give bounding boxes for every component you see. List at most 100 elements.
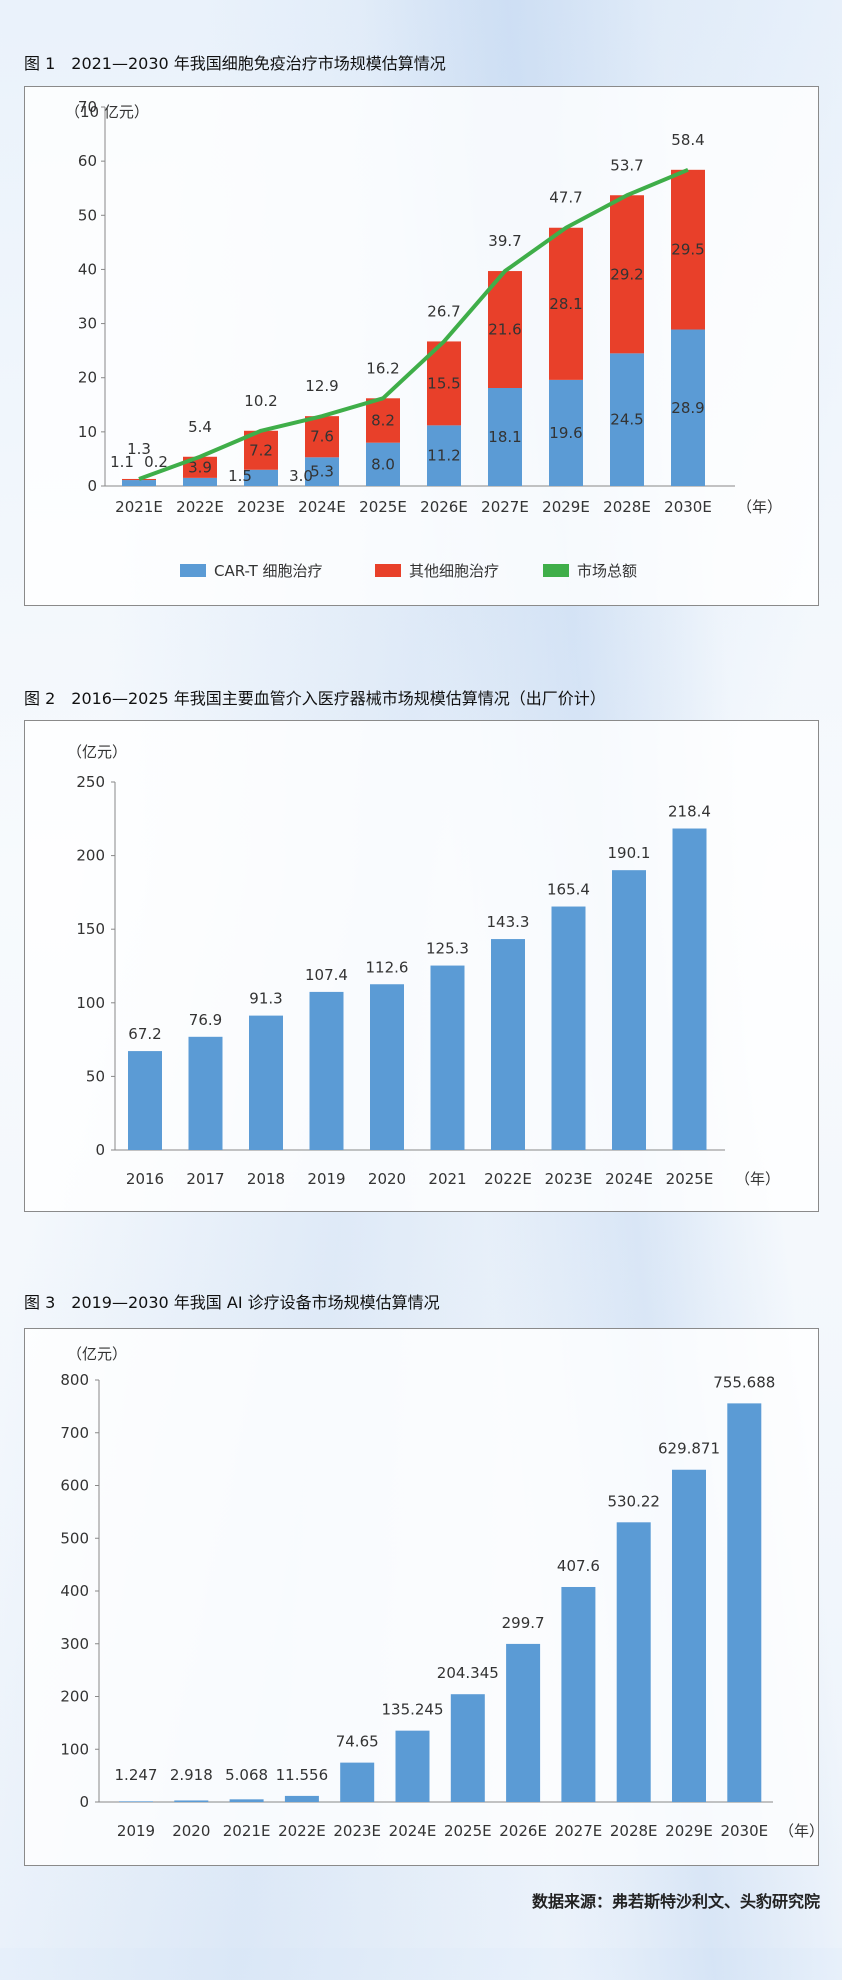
bar-other-cell (305, 416, 339, 458)
y-tick-label: 700 (60, 1424, 89, 1442)
data-label: 112.6 (366, 958, 409, 976)
data-label-total: 39.7 (488, 232, 521, 250)
y-tick-label: 300 (60, 1635, 89, 1653)
bar (119, 1801, 153, 1802)
data-label: 135.245 (381, 1701, 443, 1719)
bar-other-cell (610, 195, 644, 354)
y-tick-label: 0 (79, 1793, 89, 1811)
bar (309, 991, 344, 1150)
bar-car-t (671, 329, 705, 486)
bar (395, 1730, 430, 1802)
data-label-car-t: 28.9 (671, 399, 704, 417)
data-label-car-t: 11.2 (427, 447, 460, 465)
y-tick-label: 60 (78, 152, 97, 170)
x-tick-label: 2028E (603, 498, 651, 516)
bar (450, 1694, 485, 1802)
data-label: 165.4 (547, 881, 590, 899)
x-tick-label: 2029E (542, 498, 590, 516)
bar (249, 1015, 283, 1150)
x-tick-label: 2027E (481, 498, 529, 516)
bar (430, 965, 465, 1150)
y-tick-label: 40 (78, 260, 97, 278)
x-tick-label: 2020 (368, 1170, 406, 1188)
data-label-other-cell: 3.9 (188, 458, 212, 476)
x-tick-label: 2021E (223, 1822, 271, 1840)
y-tick-label: 800 (60, 1371, 89, 1389)
data-label-other-cell: 29.5 (671, 241, 704, 259)
data-label: 76.9 (189, 1011, 222, 1029)
data-label-other-cell: 28.1 (549, 295, 582, 313)
figure1-chart: （10 亿元） 0 10 20 30 40 50 60 70 2021E 2022E 2023E 202… (65, 98, 782, 580)
data-label: 91.3 (249, 990, 282, 1008)
bar (229, 1799, 264, 1802)
bar-car-t (305, 457, 339, 486)
x-tick-label: 2025E (444, 1822, 492, 1840)
x-tick-label: 2017 (186, 1170, 224, 1188)
data-label-other-cell: 7.6 (310, 428, 334, 446)
y-tick-label: 500 (60, 1529, 89, 1547)
data-label-total: 12.9 (305, 377, 338, 395)
x-tick-label: 2030E (720, 1822, 768, 1840)
bar (174, 1800, 209, 1802)
bar-car-t (183, 477, 217, 486)
bar (491, 939, 525, 1150)
data-label: 125.3 (426, 940, 469, 958)
data-label: 1.247 (115, 1766, 158, 1784)
data-label-total: 58.4 (671, 131, 704, 149)
data-label-total: 53.7 (610, 156, 643, 174)
x-tick-label: 2030E (664, 498, 712, 516)
data-label: 74.65 (336, 1733, 379, 1751)
bar (284, 1795, 319, 1802)
figure3-title: 图 3 2019—2030 年我国 AI 诊疗设备市场规模估算情况 (24, 1293, 440, 1312)
data-label-other-cell: 8.2 (371, 411, 395, 429)
bar (340, 1762, 375, 1802)
bar-other-cell (549, 227, 583, 380)
data-label-total: 1.3 (127, 440, 151, 458)
bar-other-cell (427, 341, 461, 426)
y-tick-label: 50 (78, 206, 97, 224)
bar (370, 984, 404, 1150)
x-tick-label: 2023E (237, 498, 285, 516)
bar-car-t (122, 480, 156, 486)
data-label: 5.068 (225, 1766, 268, 1784)
legend-swatch-total (543, 564, 569, 577)
x-tick-label: 2025E (666, 1170, 714, 1188)
bar (727, 1403, 762, 1802)
data-label: 11.556 (276, 1766, 329, 1784)
bar-car-t (244, 469, 278, 486)
data-label-car-t: 3.0 (289, 467, 313, 485)
data-label: 204.345 (437, 1664, 499, 1682)
data-label-other-cell: 7.2 (249, 441, 273, 459)
x-tick-label: 2022E (278, 1822, 326, 1840)
x-tick-label: 2024E (298, 498, 346, 516)
data-label-other-cell: 29.2 (610, 265, 643, 283)
y-axis-unit: （亿元） (67, 743, 127, 761)
bar (188, 1036, 223, 1150)
x-tick-label: 2024E (389, 1822, 437, 1840)
y-axis-unit: （10 亿元） (65, 103, 149, 121)
x-tick-label: 2026E (499, 1822, 547, 1840)
figure1-title: 图 1 2021—2030 年我国细胞免疫治疗市场规模估算情况 (24, 54, 446, 73)
data-label: 67.2 (128, 1025, 161, 1043)
bar-car-t (610, 353, 644, 486)
data-label: 407.6 (557, 1557, 600, 1575)
x-tick-label: 2024E (605, 1170, 653, 1188)
year-unit-label: （年） (779, 1822, 820, 1840)
bar-other-cell (122, 478, 156, 481)
figure2-panel: （亿元） 0 50 100 150 200 250 67.2 2016 76.9 2017 91.3 2… (24, 720, 819, 1212)
bar-car-t (427, 425, 461, 486)
data-label-car-t: 5.3 (310, 463, 334, 481)
x-tick-label: 2018 (247, 1170, 285, 1188)
y-tick-label: 10 (78, 423, 97, 441)
x-tick-label: 2020 (172, 1822, 210, 1840)
y-tick-label: 0 (95, 1141, 105, 1159)
legend-label: 市场总额 (577, 562, 637, 580)
bar-other-cell (183, 456, 217, 478)
x-tick-label: 2029E (665, 1822, 713, 1840)
y-axis-unit: （亿元） (67, 1345, 127, 1363)
data-label-other-cell: 15.5 (427, 374, 460, 392)
y-tick-label: 200 (76, 847, 105, 865)
year-unit-label: （年） (737, 498, 782, 516)
y-tick-label: 400 (60, 1582, 89, 1600)
y-tick-label: 250 (76, 773, 105, 791)
